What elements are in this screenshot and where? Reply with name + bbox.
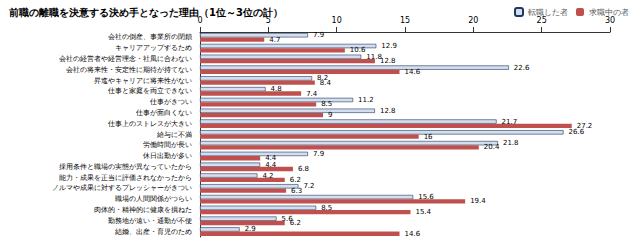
svg-text:会社の倒産、事業所の閉鎖: 会社の倒産、事業所の閉鎖 <box>108 33 192 41</box>
svg-text:8.5: 8.5 <box>321 100 332 108</box>
svg-text:4.2: 4.2 <box>262 172 273 180</box>
svg-text:20: 20 <box>468 16 478 25</box>
svg-text:5.6: 5.6 <box>281 214 293 223</box>
svg-text:採用条件と職場の実態が異なっていたから: 採用条件と職場の実態が異なっていたから <box>59 163 192 171</box>
svg-text:会社の経営者や経営理念・社風に合わない: 会社の経営者や経営理念・社風に合わない <box>59 55 192 63</box>
svg-text:仕事がきつい: 仕事がきつい <box>149 98 192 106</box>
svg-text:6.2: 6.2 <box>290 176 301 184</box>
svg-text:26.6: 26.6 <box>568 128 585 137</box>
svg-text:12.9: 12.9 <box>381 42 397 50</box>
svg-text:昇進やキャリアに将来性がない: 昇進やキャリアに将来性がない <box>94 77 192 85</box>
svg-text:仕事と家庭を両立できない: 仕事と家庭を両立できない <box>107 87 192 95</box>
svg-text:肉体的・精神的に健康を損ねた: 肉体的・精神的に健康を損ねた <box>94 206 192 214</box>
svg-text:能力・成果を正当に評価されなかったから: 能力・成果を正当に評価されなかったから <box>59 174 192 182</box>
svg-text:10: 10 <box>332 16 342 25</box>
svg-text:7.9: 7.9 <box>313 150 324 158</box>
svg-text:9: 9 <box>328 111 332 119</box>
svg-text:12.8: 12.8 <box>380 107 396 115</box>
svg-text:転職した者: 転職した者 <box>528 8 568 17</box>
svg-text:7.2: 7.2 <box>303 182 314 190</box>
svg-text:11.8: 11.8 <box>366 52 382 61</box>
svg-text:10.6: 10.6 <box>350 46 366 54</box>
svg-text:6.3: 6.3 <box>291 187 302 195</box>
svg-text:5: 5 <box>265 15 271 25</box>
svg-text:結婚、出産・育児のため: 結婚、出産・育児のため <box>114 227 192 236</box>
svg-text:求職中の者: 求職中の者 <box>589 8 629 17</box>
svg-text:15.6: 15.6 <box>418 193 434 201</box>
svg-text:勤務地が遠い・通勤が不便: 勤務地が遠い・通勤が不便 <box>108 217 192 225</box>
svg-text:21.8: 21.8 <box>503 139 519 147</box>
svg-text:7.9: 7.9 <box>313 31 324 39</box>
svg-text:16: 16 <box>424 133 433 141</box>
svg-text:27.2: 27.2 <box>577 122 593 130</box>
svg-text:14.6: 14.6 <box>405 68 421 76</box>
svg-text:7.4: 7.4 <box>306 90 318 98</box>
svg-text:15: 15 <box>400 16 410 25</box>
svg-text:4.7: 4.7 <box>269 36 280 44</box>
svg-text:21.7: 21.7 <box>502 118 518 126</box>
svg-text:2.9: 2.9 <box>245 225 256 233</box>
svg-text:ノルマや成果に対するプレッシャーがきつい: ノルマや成果に対するプレッシャーがきつい <box>52 184 192 192</box>
svg-text:労働時間が長い: 労働時間が長い <box>143 141 192 149</box>
svg-text:19.4: 19.4 <box>470 197 486 205</box>
svg-text:6.2: 6.2 <box>290 219 301 227</box>
svg-text:12.8: 12.8 <box>380 57 396 65</box>
svg-text:キャリアアップするため: キャリアアップするため <box>115 44 192 52</box>
svg-text:4.4: 4.4 <box>265 154 277 162</box>
svg-text:8.4: 8.4 <box>320 79 332 87</box>
svg-text:4.8: 4.8 <box>271 85 282 93</box>
svg-text:会社の将来性・安定性に期待が持てない: 会社の将来性・安定性に期待が持てない <box>66 66 192 74</box>
svg-text:22.6: 22.6 <box>514 64 530 72</box>
svg-text:30: 30 <box>605 16 615 25</box>
svg-text:仕事上のストレスが大きい: 仕事上のストレスが大きい <box>107 120 192 128</box>
svg-text:8.5: 8.5 <box>321 204 332 212</box>
svg-text:休日出勤が多い: 休日出勤が多い <box>143 152 192 160</box>
svg-text:25: 25 <box>537 16 547 25</box>
svg-text:前職の離職を決意する決め手となった理由（1位～3位の計）: 前職の離職を決意する決め手となった理由（1位～3位の計） <box>8 7 283 19</box>
svg-text:職場の人間関係がつらい: 職場の人間関係がつらい <box>115 195 192 203</box>
svg-text:11.2: 11.2 <box>358 96 374 104</box>
svg-text:仕事が面白くない: 仕事が面白くない <box>135 109 192 117</box>
svg-text:15.4: 15.4 <box>415 208 431 216</box>
svg-text:6.8: 6.8 <box>298 165 309 173</box>
svg-text:20.4: 20.4 <box>484 143 500 151</box>
svg-text:0: 0 <box>197 15 203 25</box>
svg-text:14.6: 14.6 <box>405 230 421 238</box>
svg-text:給与に不満: 給与に不満 <box>156 131 192 139</box>
svg-text:4.4: 4.4 <box>265 160 277 169</box>
